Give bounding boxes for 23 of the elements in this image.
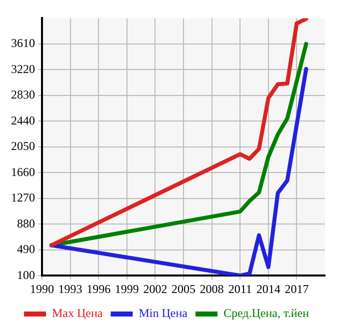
- y-tick-label: 3610: [11, 36, 35, 50]
- legend-label: Min Цена: [138, 306, 188, 320]
- legend-label: Max Цена: [52, 306, 104, 320]
- y-tick-label: 1270: [11, 190, 35, 205]
- x-tick-label: 1993: [58, 282, 82, 296]
- y-tick-label: 1660: [11, 164, 35, 179]
- y-tick-label: 100: [17, 268, 35, 282]
- x-tick-label: 2002: [143, 282, 168, 296]
- x-tick-label: 2011: [228, 282, 252, 296]
- y-tick-label: 880: [17, 216, 35, 230]
- legend-label: Сред.Цена, т.йен: [223, 306, 310, 320]
- x-tick-label: 1990: [30, 282, 54, 296]
- x-tick-label: 2014: [256, 282, 280, 296]
- y-tick-label: 3220: [11, 62, 35, 76]
- y-tick-label: 2440: [11, 113, 35, 128]
- x-tick-label: 1999: [114, 282, 139, 296]
- x-tick-label: 2008: [200, 282, 224, 296]
- x-tick-label: 2017: [284, 282, 309, 296]
- y-tick-label: 2050: [11, 139, 35, 154]
- x-tick-label: 1996: [86, 282, 111, 296]
- y-tick-label: 490: [17, 242, 35, 256]
- y-tick-label: 2830: [11, 88, 35, 102]
- x-tick-label: 2005: [172, 282, 196, 296]
